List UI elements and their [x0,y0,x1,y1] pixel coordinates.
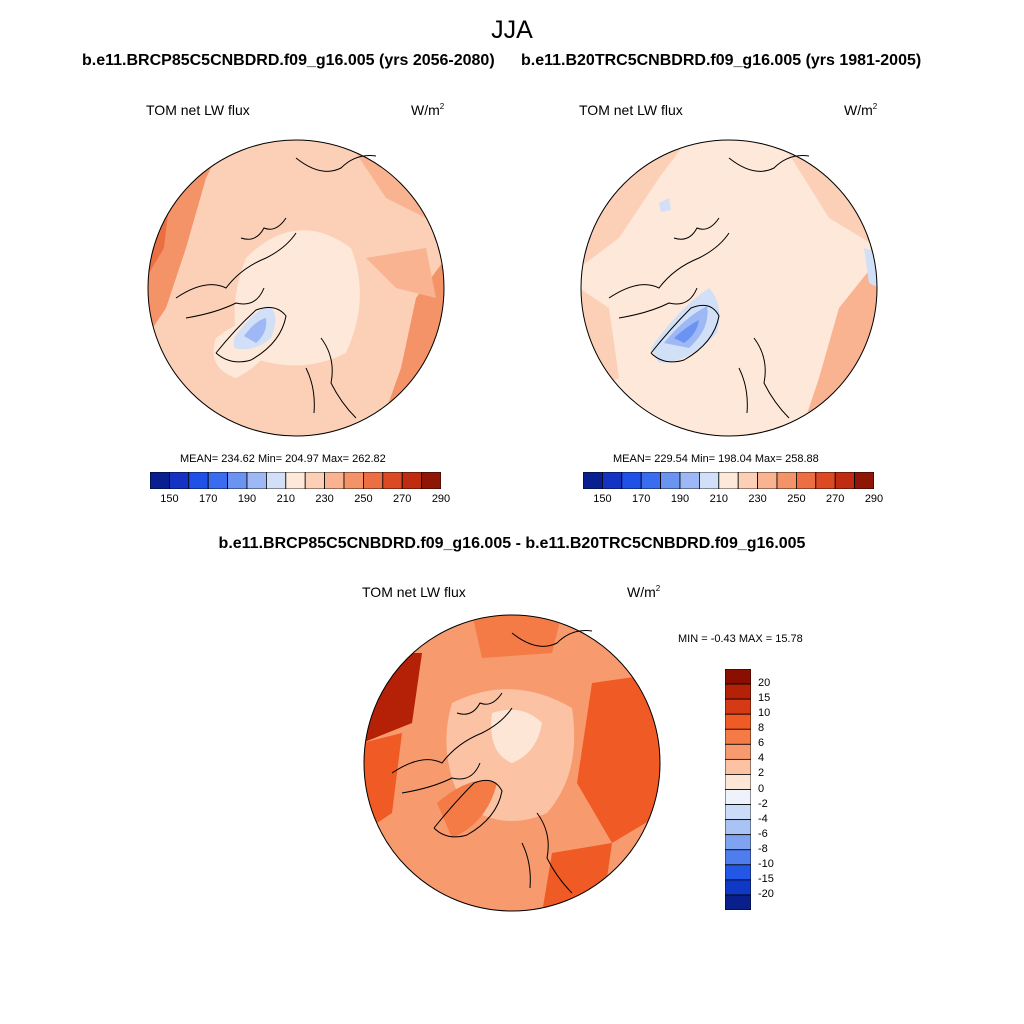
left-colorbar-tick-label: 290 [431,493,451,505]
difference-colorbar-swatch [725,879,751,896]
left-colorbar-tick-label: 210 [276,493,295,505]
right-colorbar-swatch [737,472,758,489]
difference-colorbar-swatch [725,804,751,821]
right-colorbar-swatch [621,472,642,489]
difference-colorbar-swatch [725,819,751,836]
right-colorbar-ticks: 150 170 190 210 230 250 270 290 [583,493,883,507]
left-colorbar [150,472,441,489]
right-panel-units: W/m2 [844,102,878,118]
right-colorbar-tick-label: 250 [787,493,806,505]
right-colorbar-swatch [699,472,720,489]
right-colorbar-swatch [757,472,778,489]
right-colorbar-tick-label: 290 [864,493,884,505]
left-colorbar-ticks: 150 170 190 210 230 250 270 290 [150,493,450,507]
right-colorbar-swatch [679,472,700,489]
difference-colorbar-tick-label: 0 [758,782,765,795]
difference-colorbar-tick-label: 8 [758,722,765,735]
right-colorbar-swatch [660,472,681,489]
right-colorbar-swatch [815,472,836,489]
difference-colorbar-swatch [725,683,751,700]
difference-polar-map [363,614,661,912]
difference-colorbar-tick-label: -8 [758,842,768,855]
left-colorbar-swatch [188,472,209,489]
left-colorbar-tick-label: 250 [354,493,373,505]
right-colorbar-swatch [776,472,797,489]
difference-colorbar-swatch [725,743,751,760]
right-colorbar-swatch [601,472,623,489]
difference-colorbar-swatch [725,849,751,866]
left-colorbar-tick-label: 170 [199,493,218,505]
difference-colorbar-tick-label: 10 [758,707,771,720]
right-colorbar-tick-label: 270 [826,493,845,505]
left-colorbar-tick-label: 270 [393,493,412,505]
right-colorbar-tick-label: 190 [670,493,690,505]
difference-title: b.e11.BRCP85C5CNBDRD.f09_g16.005 - b.e11… [218,535,806,552]
difference-colorbar-swatch [725,864,751,881]
right-panel-stats: MEAN= 229.54 Min= 198.04 Max= 258.88 [613,453,819,465]
case-a-title: b.e11.BRCP85C5CNBDRD.f09_g16.005 (yrs 20… [82,52,495,69]
left-colorbar-swatch [150,472,170,489]
left-colorbar-swatch [227,472,248,489]
difference-colorbar-tick-label: 4 [758,752,765,765]
left-polar-map [147,139,445,437]
difference-colorbar-swatch [725,834,751,851]
difference-colorbar [725,669,751,910]
right-colorbar-swatch [640,472,662,489]
difference-colorbar-swatch [725,789,751,805]
difference-colorbar-swatch [725,669,751,685]
left-panel-variable-label: TOM net LW flux [146,102,250,118]
difference-colorbar-tick-label: 6 [758,737,765,750]
right-colorbar-tick-label: 170 [632,493,651,505]
difference-colorbar-tick-label: -6 [758,827,768,840]
difference-colorbar-tick-label: 15 [758,692,771,705]
left-colorbar-swatch [246,472,267,489]
difference-colorbar-tick-label: -2 [758,797,768,810]
difference-colorbar-swatch [725,774,751,790]
left-colorbar-swatch [421,472,441,489]
right-colorbar-tick-label: 150 [593,493,612,505]
difference-colorbar-swatch [725,698,751,715]
season-title: JJA [491,16,533,44]
right-colorbar [583,472,874,489]
right-colorbar-tick-label: 230 [748,493,767,505]
right-panel-variable-label: TOM net LW flux [579,102,683,118]
left-colorbar-swatch [304,472,325,489]
left-colorbar-swatch [382,472,403,489]
left-colorbar-swatch [343,472,364,489]
left-colorbar-swatch [168,472,190,489]
left-colorbar-tick-label: 190 [237,493,257,505]
left-panel-stats: MEAN= 234.62 Min= 204.97 Max= 262.82 [180,453,386,465]
left-colorbar-swatch [266,472,287,489]
difference-colorbar-ticks: 20 15 10 8 6 4 2 0 -2 -4 -6 -8 -10 -15 -20 [758,669,798,910]
left-colorbar-swatch [324,472,345,489]
diff-panel-stats: MIN = -0.43 MAX = 15.78 [678,633,803,645]
difference-colorbar-swatch [725,894,751,910]
left-colorbar-swatch [401,472,422,489]
difference-colorbar-swatch [725,728,751,745]
difference-colorbar-swatch [725,713,751,730]
right-colorbar-tick-label: 210 [709,493,728,505]
difference-colorbar-tick-label: -20 [758,887,774,900]
difference-colorbar-tick-label: -10 [758,857,774,870]
diff-panel-units: W/m2 [627,584,661,600]
right-colorbar-swatch [854,472,874,489]
difference-colorbar-tick-label: 20 [758,677,771,690]
right-colorbar-swatch [795,472,817,489]
difference-colorbar-tick-label: 2 [758,767,765,780]
left-colorbar-swatch [362,472,384,489]
right-colorbar-swatch [718,472,739,489]
right-colorbar-swatch [834,472,855,489]
left-colorbar-swatch [207,472,229,489]
difference-colorbar-swatch [725,758,751,775]
left-panel-units: W/m2 [411,102,445,118]
case-b-title: b.e11.B20TRC5CNBDRD.f09_g16.005 (yrs 198… [521,52,922,69]
difference-colorbar-tick-label: -15 [758,872,774,885]
left-colorbar-tick-label: 150 [160,493,179,505]
right-polar-map [580,139,878,437]
right-colorbar-swatch [583,472,603,489]
difference-colorbar-tick-label: -4 [758,812,768,825]
left-colorbar-tick-label: 230 [315,493,334,505]
left-colorbar-swatch [285,472,306,489]
diff-panel-variable-label: TOM net LW flux [362,584,466,600]
